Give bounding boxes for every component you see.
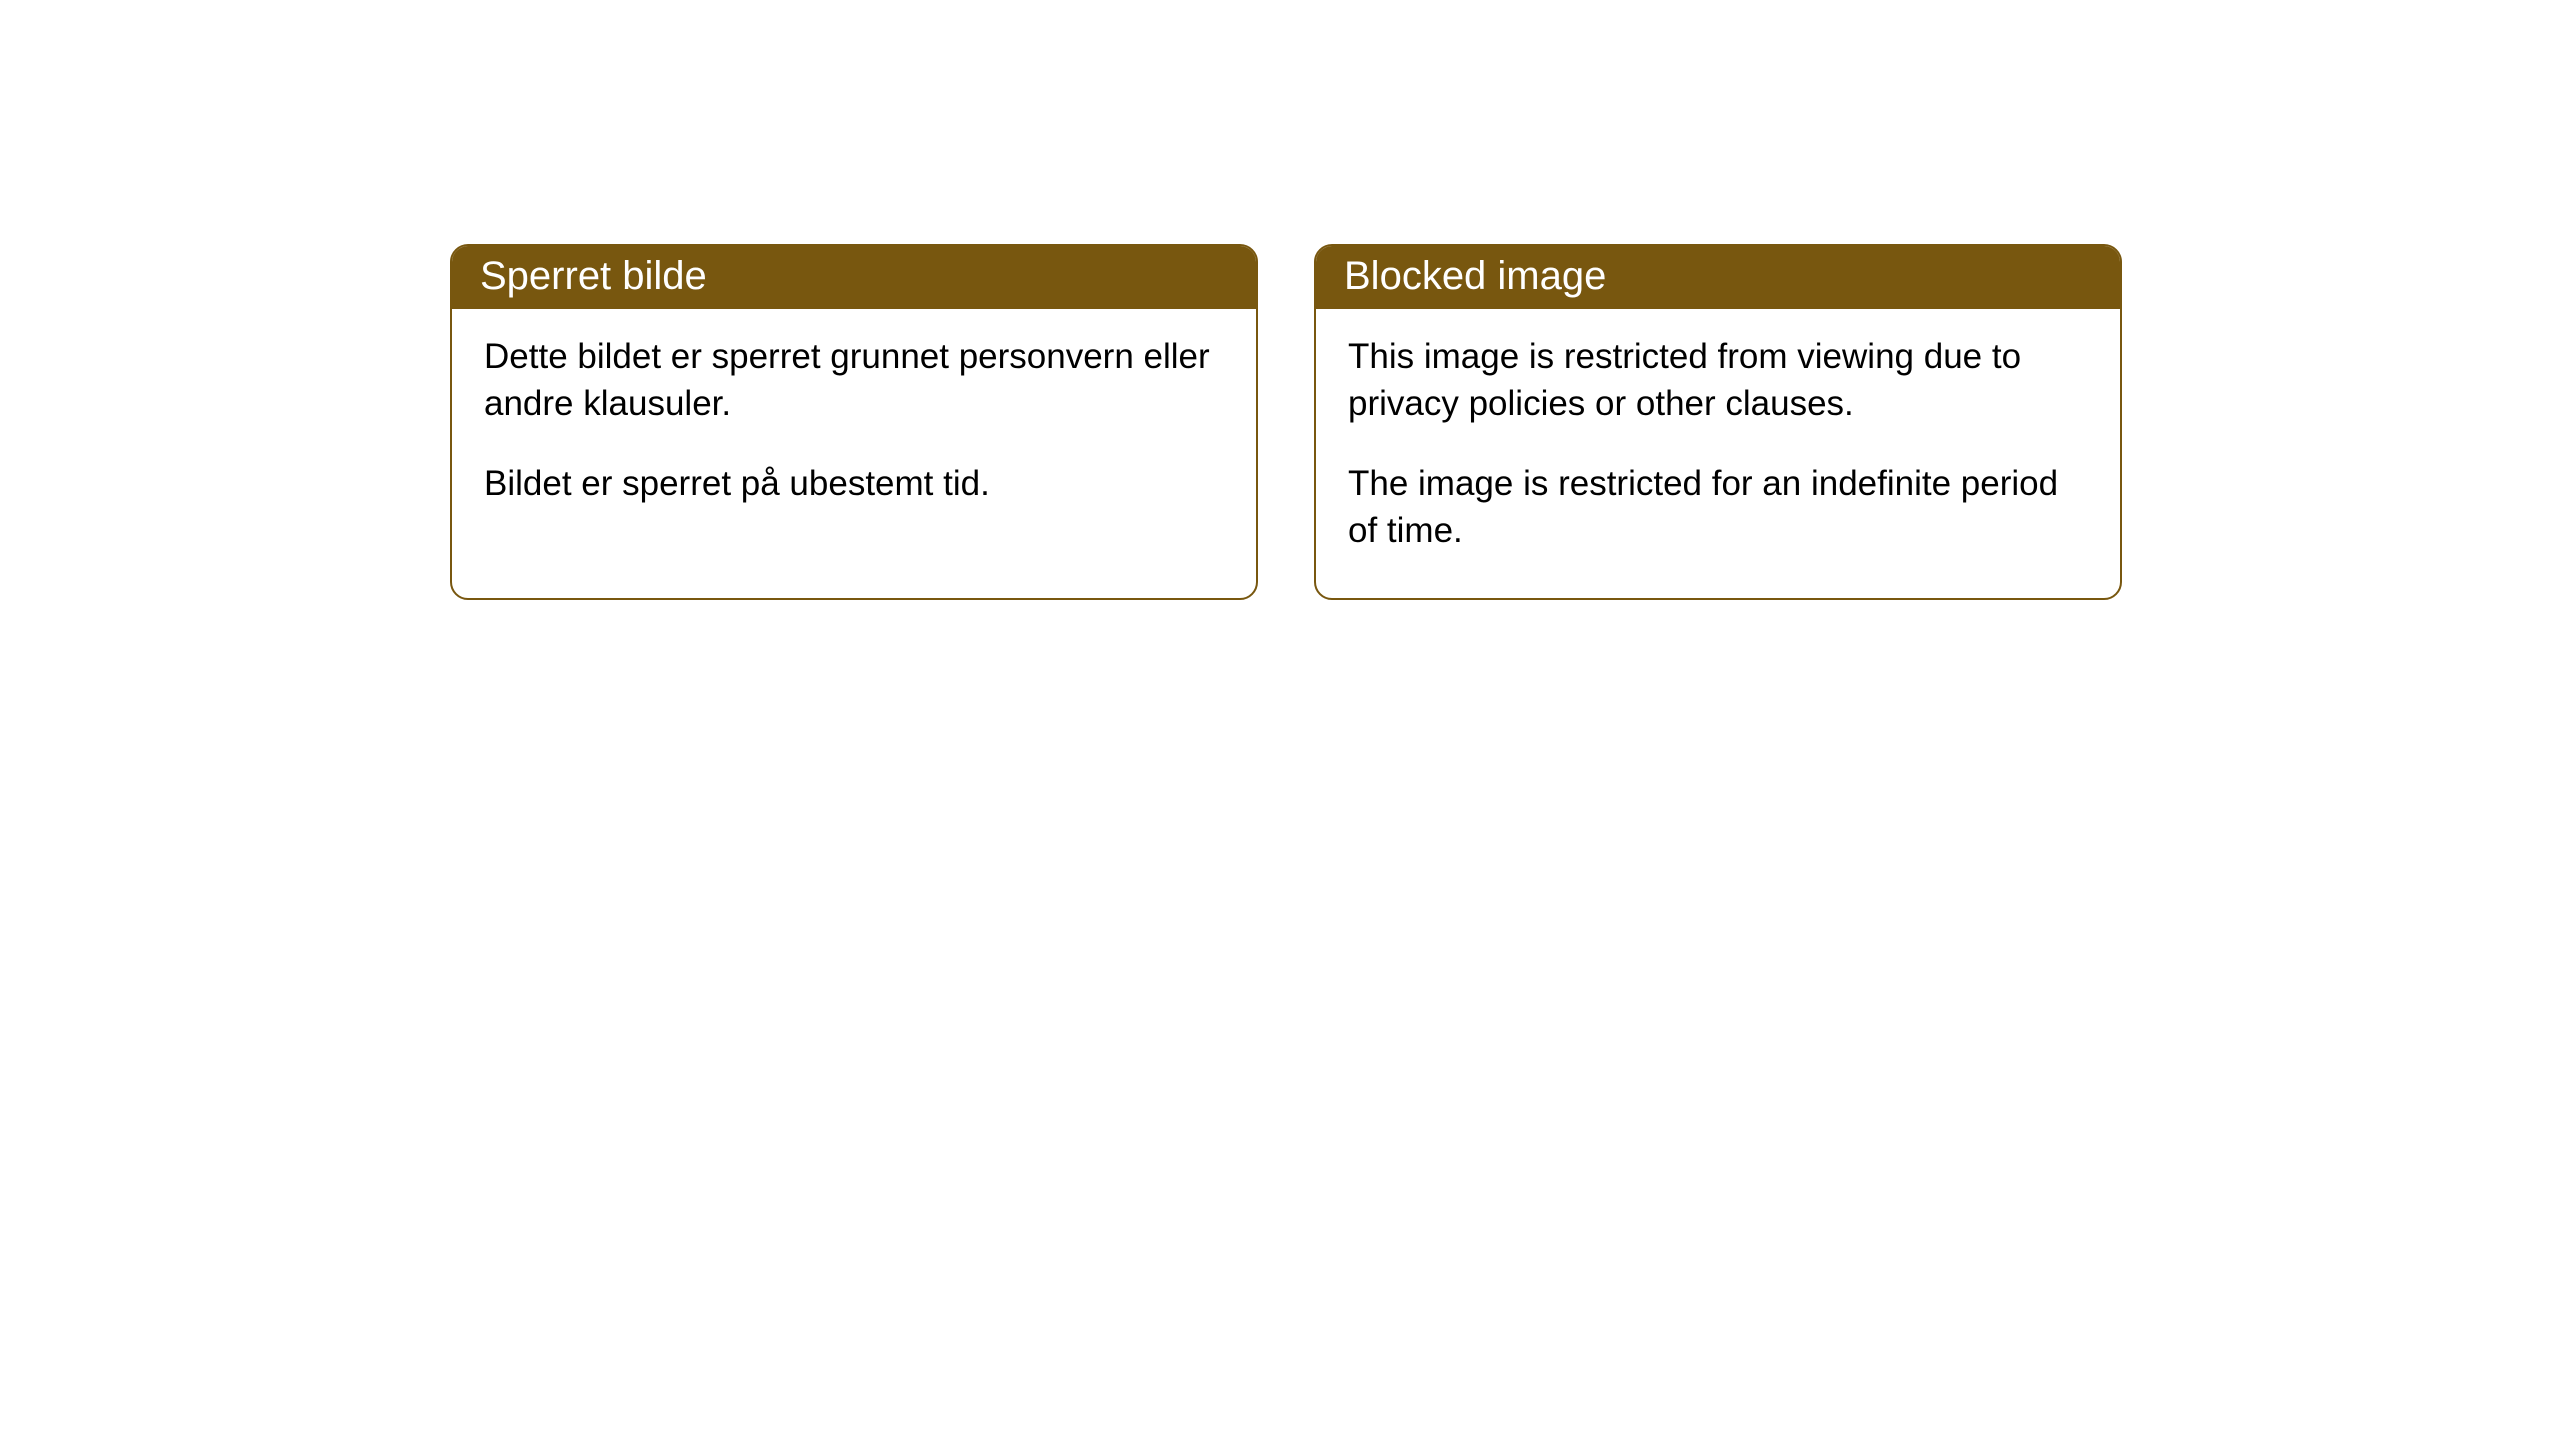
- notice-card-norwegian: Sperret bilde Dette bildet er sperret gr…: [450, 244, 1258, 600]
- card-title: Blocked image: [1344, 254, 1606, 298]
- card-header: Blocked image: [1316, 246, 2120, 309]
- card-title: Sperret bilde: [480, 254, 707, 298]
- card-paragraph: Bildet er sperret på ubestemt tid.: [484, 460, 1224, 507]
- notice-card-english: Blocked image This image is restricted f…: [1314, 244, 2122, 600]
- card-body: Dette bildet er sperret grunnet personve…: [452, 309, 1256, 551]
- notice-cards-container: Sperret bilde Dette bildet er sperret gr…: [0, 0, 2560, 600]
- card-paragraph: This image is restricted from viewing du…: [1348, 333, 2088, 428]
- card-header: Sperret bilde: [452, 246, 1256, 309]
- card-paragraph: Dette bildet er sperret grunnet personve…: [484, 333, 1224, 428]
- card-paragraph: The image is restricted for an indefinit…: [1348, 460, 2088, 555]
- card-body: This image is restricted from viewing du…: [1316, 309, 2120, 598]
